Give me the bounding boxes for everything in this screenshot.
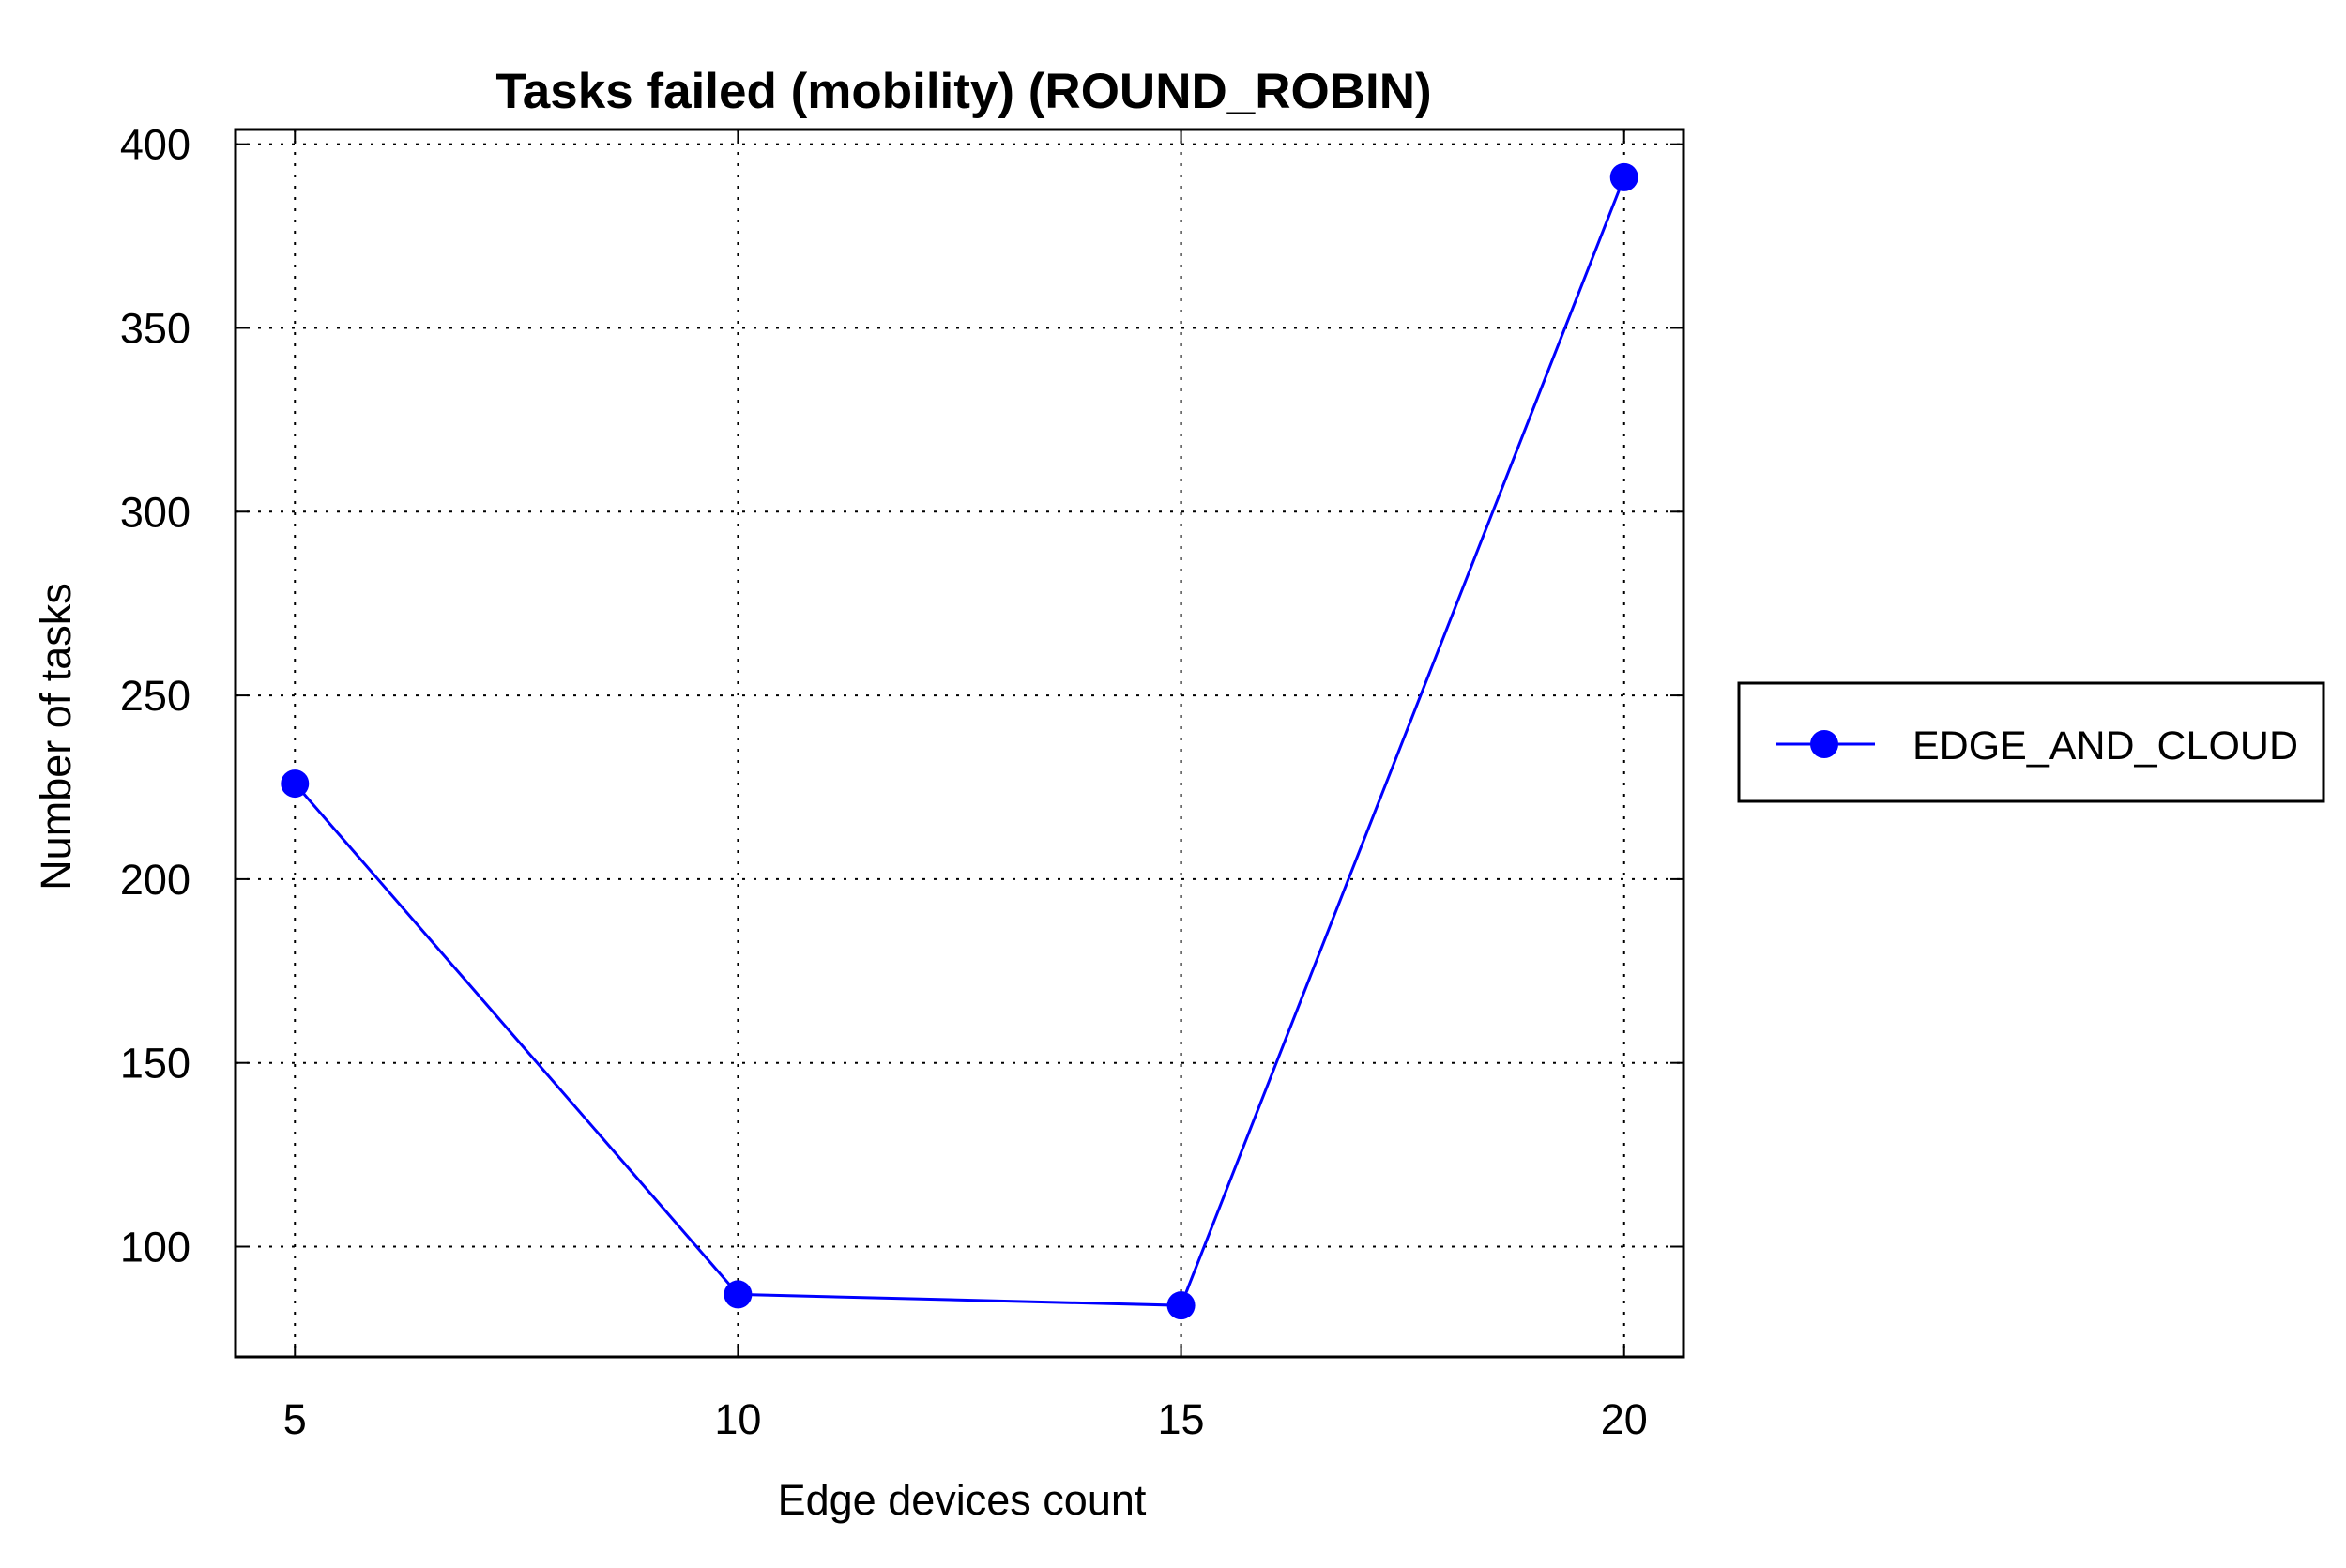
y-tick-label: 250 xyxy=(120,672,190,720)
axis-ticks xyxy=(236,129,1683,1357)
chart-title: Tasks failed (mobility) (ROUND_ROBIN) xyxy=(495,64,1431,119)
y-tick-label: 100 xyxy=(120,1224,190,1271)
y-tick-label: 300 xyxy=(120,488,190,536)
x-tick-label: 20 xyxy=(1601,1395,1648,1443)
legend-marker xyxy=(1810,730,1838,758)
series-line xyxy=(294,176,1626,1307)
y-tick-label: 350 xyxy=(120,304,190,352)
plot-area-frame xyxy=(234,128,1685,1359)
x-tick-label: 15 xyxy=(1158,1395,1205,1443)
legend-entry-label: EDGE_AND_CLOUD xyxy=(1912,723,2298,769)
x-tick-label: 10 xyxy=(714,1395,761,1443)
x-axis-label: Edge devices count xyxy=(778,1476,1147,1524)
data-point-marker xyxy=(281,769,310,799)
x-axis-tick-labels: 5 10 15 20 xyxy=(283,1395,1648,1443)
data-point-marker xyxy=(724,1280,753,1309)
y-tick-label: 400 xyxy=(120,121,190,169)
data-point-marker xyxy=(1166,1291,1196,1320)
y-axis-label: Number of tasks xyxy=(32,583,80,891)
y-tick-label: 150 xyxy=(120,1040,190,1088)
y-tick-label: 200 xyxy=(120,856,190,904)
series-group xyxy=(281,162,1638,1320)
y-axis-tick-labels: 100 150 200 250 300 350 400 xyxy=(120,121,190,1271)
grid-lines xyxy=(236,129,1683,1357)
legend: EDGE_AND_CLOUD xyxy=(1737,681,2325,803)
x-tick-label: 5 xyxy=(283,1395,307,1443)
data-point-marker xyxy=(1609,162,1638,191)
